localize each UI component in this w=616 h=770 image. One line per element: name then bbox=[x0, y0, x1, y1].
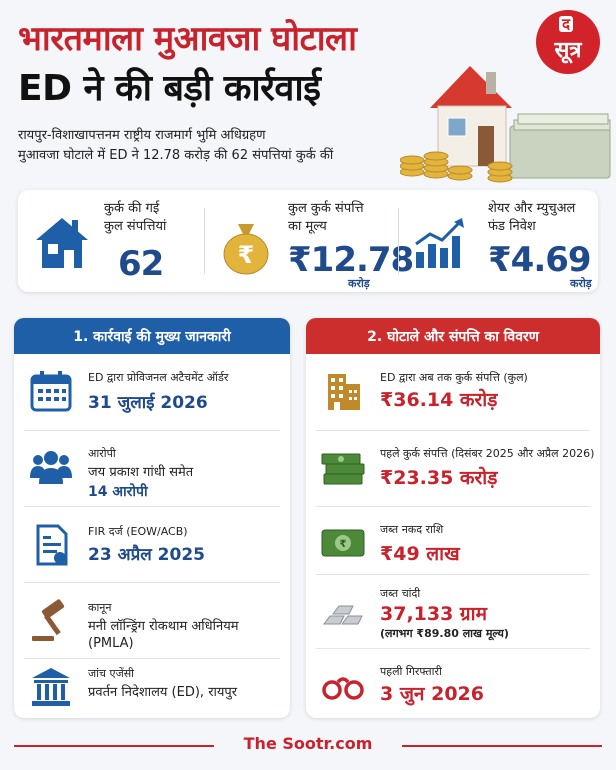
people-icon bbox=[30, 451, 72, 484]
footer: The Sootr.com bbox=[0, 734, 616, 758]
item-label: जब्त चांदी bbox=[380, 587, 421, 600]
growth-chart-icon bbox=[415, 218, 464, 268]
logo-bottom-text: सूत्र bbox=[554, 38, 582, 63]
stat-label: कुल कुर्क संपत्ति का मूल्य bbox=[288, 201, 364, 234]
stat-investments: शेयर और म्युचुअल फंड निवेश ₹4.69 करोड़ bbox=[410, 190, 594, 292]
house-icon bbox=[36, 218, 88, 268]
svg-text:₹: ₹ bbox=[340, 539, 347, 550]
item-label: जांच एजेंसी bbox=[88, 667, 135, 680]
item-label: ED द्वारा अब तक कुर्क संपत्ति (कुल) bbox=[380, 371, 528, 384]
list-item: ₹ जब्त नकद राशि ₹49 लाख bbox=[306, 510, 600, 582]
footer-rule-left bbox=[14, 745, 214, 747]
list-item: ED द्वारा प्रोविजनल अटैचमेंट ऑर्डर 31 जु… bbox=[14, 358, 290, 430]
summary-text: रायपुर-विशाखापत्तनम राष्ट्रीय राजमार्ग भ… bbox=[18, 126, 398, 166]
money-bag-icon: ₹ bbox=[223, 224, 269, 275]
list-item: कानून मनी लॉन्ड्रिंग रोकथाम अधिनियम (PML… bbox=[14, 588, 290, 660]
item-value: 3 जुन 2026 bbox=[380, 683, 484, 705]
gavel-icon bbox=[32, 599, 65, 641]
item-value: 31 जुलाई 2026 bbox=[88, 393, 208, 413]
house-money-illustration bbox=[400, 66, 611, 183]
divider bbox=[398, 208, 399, 274]
item-detail-2: (PMLA) bbox=[88, 636, 134, 651]
item-label: पहले कुर्क संपत्ति (दिसंबर 2025 और अप्रै… bbox=[380, 447, 595, 460]
divider bbox=[24, 430, 280, 431]
list-item: जब्त चांदी 37,133 ग्राम (लगभग ₹89.80 लाख… bbox=[306, 574, 600, 646]
list-item: FIR दर्ज (EOW/ACB) 23 अप्रैल 2025 bbox=[14, 512, 290, 584]
footer-brand[interactable]: The Sootr.com bbox=[243, 734, 373, 753]
divider bbox=[316, 506, 590, 507]
brand-logo: द सूत्र bbox=[536, 10, 600, 74]
action-details-panel: 1. कार्रवाई की मुख्य जानकारी ED द्वारा प… bbox=[14, 318, 290, 718]
list-item: पहले कुर्क संपत्ति (दिसंबर 2025 और अप्रै… bbox=[306, 434, 600, 506]
item-label: FIR दर्ज (EOW/ACB) bbox=[88, 525, 188, 538]
stat-value: ₹12.78 bbox=[288, 240, 414, 280]
divider bbox=[24, 658, 280, 659]
item-value: ₹23.35 करोड़ bbox=[380, 467, 498, 489]
item-value: 37,133 ग्राम bbox=[380, 603, 487, 625]
item-detail: प्रवर्तन निदेशालय (ED), रायपुर bbox=[88, 685, 238, 700]
panel-title: 2. घोटाले और संपत्ति का विवरण bbox=[306, 318, 600, 354]
stat-total-value: ₹ कुल कुर्क संपत्ति का मूल्य ₹12.78 करोड… bbox=[216, 190, 414, 292]
item-label: आरोपी bbox=[88, 447, 116, 460]
calendar-icon bbox=[30, 371, 72, 412]
divider bbox=[24, 506, 280, 507]
item-label: जब्त नकद राशि bbox=[380, 523, 444, 536]
list-item: ED द्वारा अब तक कुर्क संपत्ति (कुल) ₹36.… bbox=[306, 358, 600, 430]
divider bbox=[316, 574, 590, 575]
stat-label: कुर्क की गई कुल संपत्तियां bbox=[104, 201, 167, 234]
document-icon bbox=[36, 524, 68, 566]
cash-stack-icon bbox=[321, 453, 365, 485]
stat-unit: करोड़ bbox=[570, 277, 592, 290]
summary-line-1: रायपुर-विशाखापत्तनम राष्ट्रीय राजमार्ग भ… bbox=[18, 128, 266, 143]
summary-line-2: मुआवजा घोटाले में ED ने 12.78 करोड़ की 6… bbox=[18, 148, 334, 163]
stats-card: कुर्क की गई कुल संपत्तियां 62 ₹ कुल कुर्… bbox=[18, 190, 598, 292]
stat-unit: करोड़ bbox=[348, 277, 370, 290]
handcuffs-icon bbox=[322, 677, 364, 700]
item-value: ₹49 लाख bbox=[380, 543, 460, 565]
list-item: आरोपी जय प्रकाश गांधी समेत 14 आरोपी bbox=[14, 434, 290, 506]
divider bbox=[24, 582, 280, 583]
stat-label: शेयर और म्युचुअल फंड निवेश bbox=[488, 201, 576, 234]
item-label: पहली गिरफ्तारी bbox=[380, 665, 442, 678]
stat-value: ₹4.69 bbox=[488, 240, 592, 280]
item-label: ED द्वारा प्रोविजनल अटैचमेंट ऑर्डर bbox=[88, 371, 229, 384]
item-value: 14 आरोपी bbox=[88, 484, 148, 500]
stat-value: 62 bbox=[118, 244, 164, 284]
banknote-icon: ₹ bbox=[321, 529, 365, 557]
svg-text:₹: ₹ bbox=[238, 241, 255, 269]
divider bbox=[316, 430, 590, 431]
logo-top-text: द bbox=[559, 16, 573, 32]
list-item: पहली गिरफ्तारी 3 जुन 2026 bbox=[306, 652, 600, 718]
stat-properties: कुर्क की गई कुल संपत्तियां 62 bbox=[32, 190, 202, 292]
item-note: (लगभग ₹89.80 लाख मूल्य) bbox=[380, 627, 509, 640]
panel-title: 1. कार्रवाई की मुख्य जानकारी bbox=[14, 318, 290, 354]
item-value: 23 अप्रैल 2025 bbox=[88, 545, 205, 565]
government-building-icon bbox=[32, 668, 70, 706]
item-detail: मनी लॉन्ड्रिंग रोकथाम अधिनियम bbox=[88, 619, 239, 634]
silver-bars-icon bbox=[323, 605, 363, 625]
subheadline: ED ने की बड़ी कार्रवाई bbox=[18, 68, 321, 109]
scam-details-panel: 2. घोटाले और संपत्ति का विवरण ED द्वारा … bbox=[306, 318, 600, 718]
building-icon bbox=[328, 374, 360, 410]
footer-rule-right bbox=[402, 745, 602, 747]
item-detail: जय प्रकाश गांधी समेत bbox=[88, 465, 194, 480]
divider bbox=[204, 208, 205, 274]
item-value: ₹36.14 करोड़ bbox=[380, 389, 498, 411]
list-item: जांच एजेंसी प्रवर्तन निदेशालय (ED), रायप… bbox=[14, 654, 290, 718]
item-label: कानून bbox=[88, 601, 112, 614]
headline: भारतमाला मुआवजा घोटाला bbox=[18, 19, 357, 59]
divider bbox=[316, 648, 590, 649]
